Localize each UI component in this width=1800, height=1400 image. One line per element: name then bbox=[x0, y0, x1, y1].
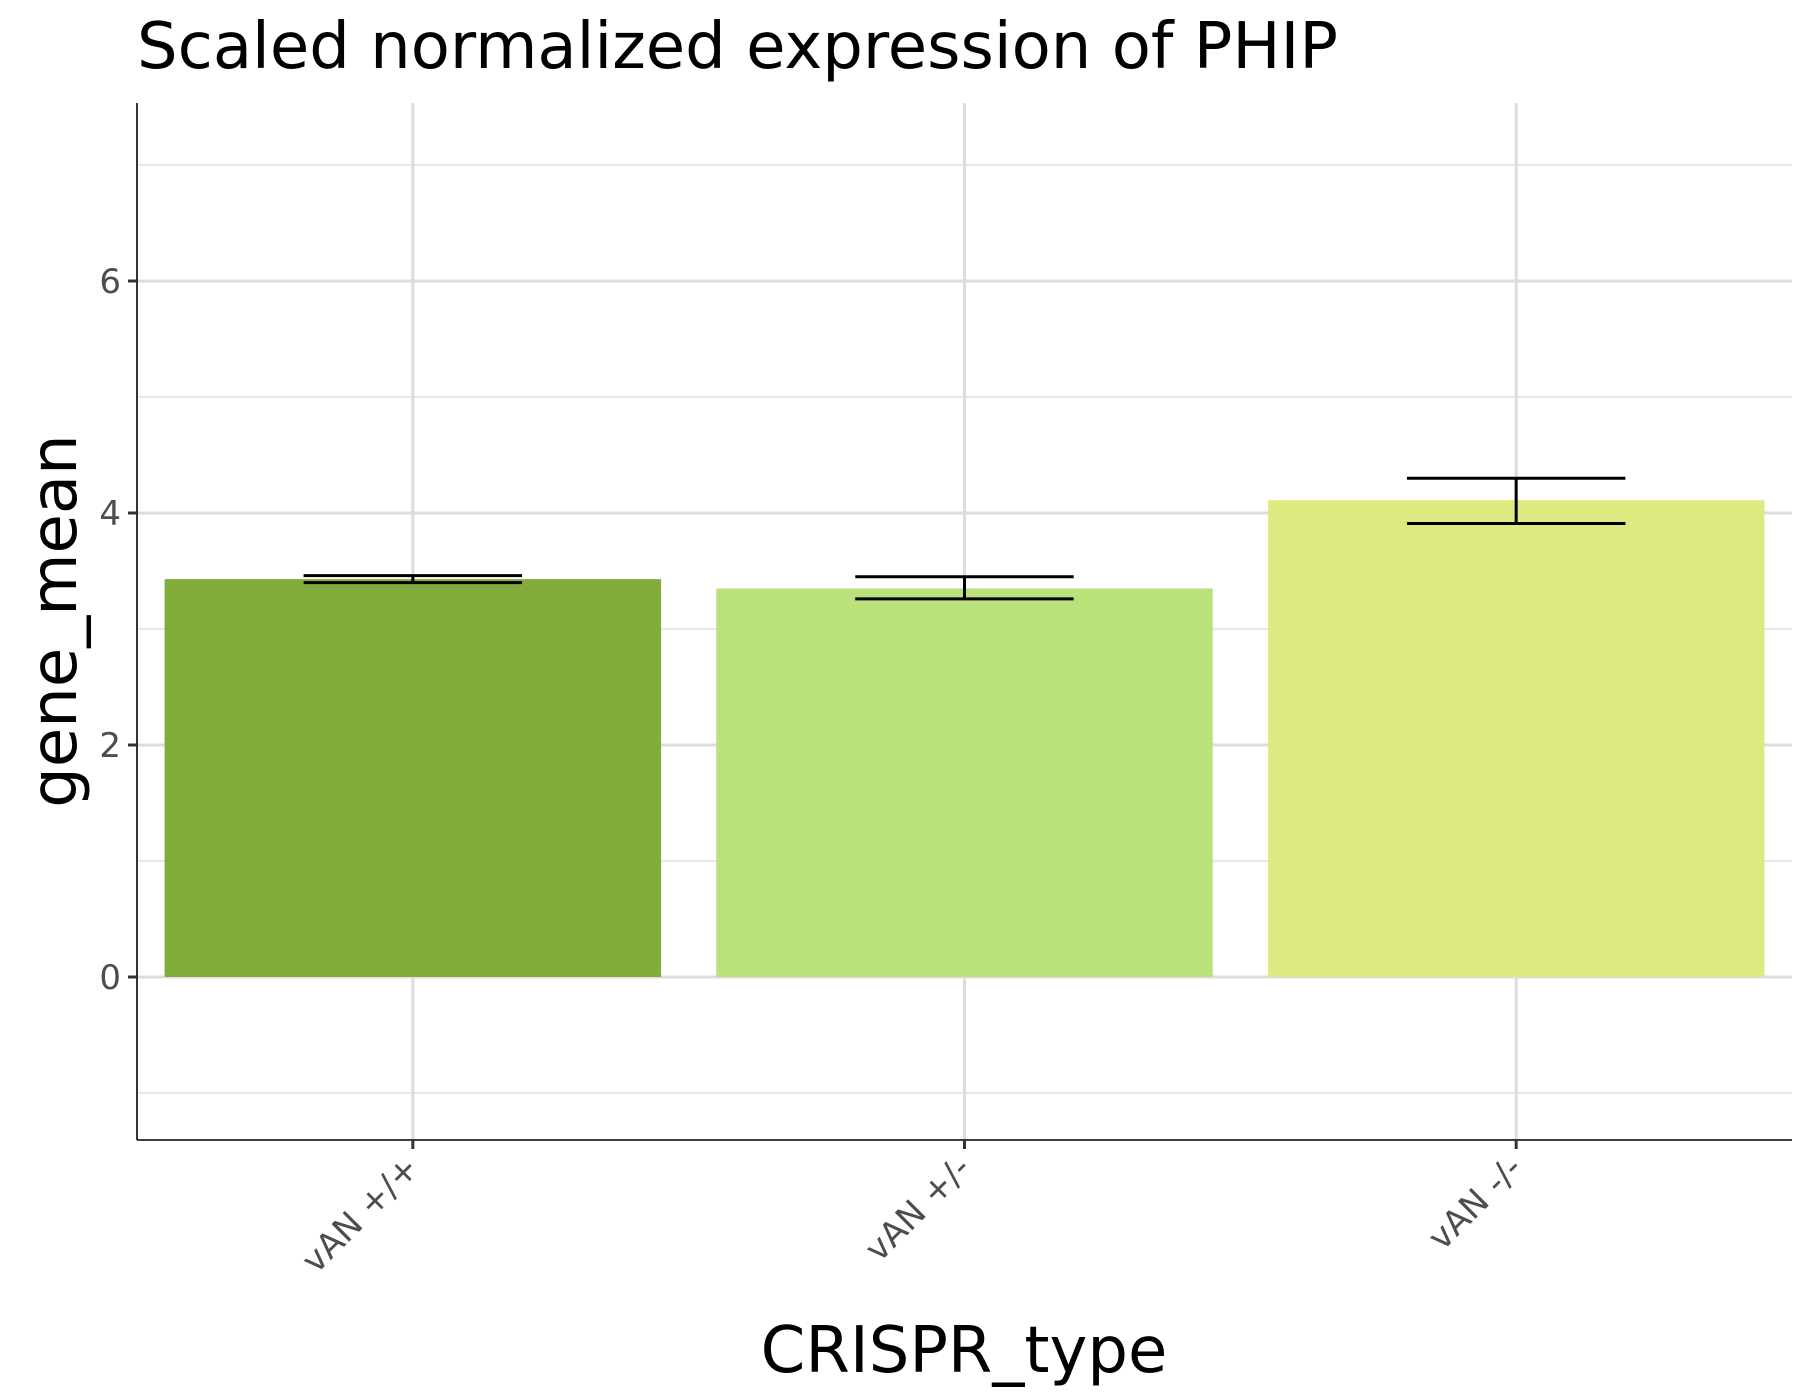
x-tick-label: vAN +/+ bbox=[294, 1148, 427, 1281]
x-tick-label: vAN -/- bbox=[1420, 1148, 1530, 1258]
bar bbox=[1267, 500, 1765, 977]
bar bbox=[716, 588, 1213, 977]
error-bars bbox=[303, 476, 1626, 601]
error-bar bbox=[303, 574, 523, 585]
y-tick-label: 6 bbox=[99, 262, 121, 302]
bars bbox=[164, 500, 1765, 977]
y-axis-ticks: 0 2 4 6 bbox=[99, 262, 137, 998]
error-bar bbox=[1406, 476, 1626, 525]
x-axis-ticks: vAN +/+ vAN +/- vAN -/- bbox=[294, 1140, 1531, 1281]
chart-title: Scaled normalized expression of PHIP bbox=[137, 10, 1338, 84]
y-axis-title: gene_mean bbox=[18, 434, 92, 807]
bar bbox=[164, 579, 662, 977]
x-axis-title: CRISPR_type bbox=[761, 1314, 1168, 1388]
y-tick-label: 4 bbox=[99, 494, 121, 534]
error-bar bbox=[855, 575, 1074, 601]
y-tick-label: 2 bbox=[99, 726, 121, 766]
x-tick-label: vAN +/- bbox=[857, 1148, 979, 1270]
y-tick-label: 0 bbox=[99, 958, 121, 998]
